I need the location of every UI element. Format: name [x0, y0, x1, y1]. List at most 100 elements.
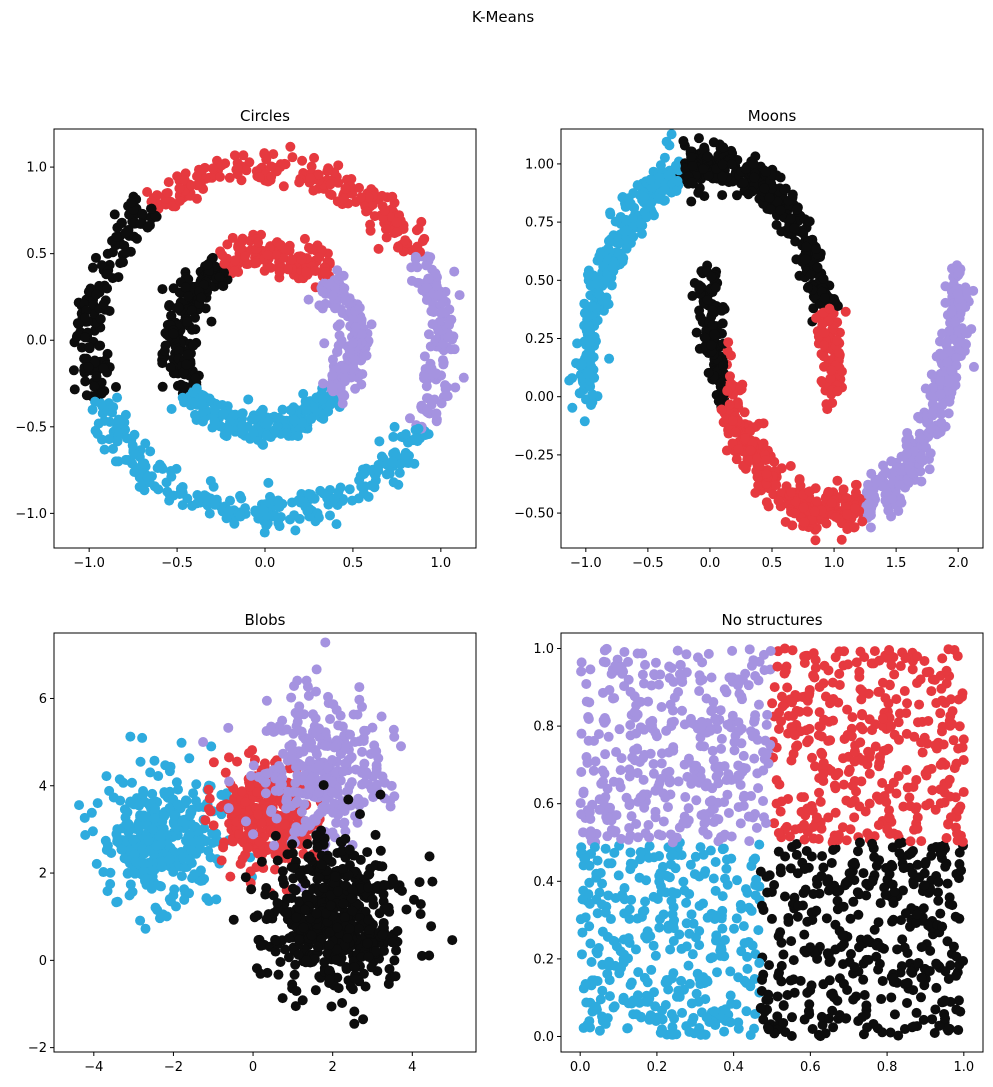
data-point-cluster-3	[110, 382, 121, 393]
data-point-cluster-2	[354, 682, 365, 693]
data-point-cluster-3	[785, 213, 796, 224]
data-point-cluster-3	[370, 829, 381, 840]
data-point-cluster-2	[235, 490, 246, 501]
data-point-cluster-2	[352, 709, 363, 720]
data-point-cluster-2	[621, 243, 632, 254]
data-point-cluster-0	[391, 227, 402, 238]
data-point-cluster-3	[165, 362, 176, 373]
data-point-cluster-0	[278, 181, 289, 192]
data-point-cluster-3	[325, 900, 336, 911]
data-point-cluster-2	[112, 436, 123, 447]
data-point-cluster-0	[115, 795, 126, 806]
data-point-cluster-3	[173, 302, 184, 313]
data-point-cluster-3	[272, 898, 283, 909]
data-point-cluster-0	[189, 869, 200, 880]
data-point-cluster-0	[771, 480, 782, 491]
data-point-cluster-2	[311, 664, 322, 675]
data-point-cluster-0	[150, 803, 161, 814]
x-tick-label: −1.0	[73, 556, 105, 571]
data-point-cluster-2	[266, 807, 277, 817]
data-point-cluster-3	[355, 854, 366, 865]
data-point-cluster-3	[377, 861, 388, 872]
data-point-cluster-3	[710, 282, 721, 293]
data-point-cluster-3	[294, 868, 305, 879]
data-point-cluster-0	[387, 191, 398, 202]
data-point-cluster-1	[906, 468, 917, 479]
data-point-cluster-1	[421, 282, 432, 293]
data-point-cluster-0	[739, 407, 750, 418]
data-point-cluster-0	[373, 243, 384, 254]
data-point-cluster-2	[603, 243, 614, 254]
data-point-cluster-0	[297, 155, 308, 166]
data-point-cluster-0	[833, 347, 844, 358]
data-point-cluster-0	[838, 484, 849, 495]
data-point-cluster-2	[139, 485, 150, 496]
data-point-cluster-3	[953, 995, 964, 1006]
data-point-cluster-1	[218, 842, 229, 853]
data-point-cluster-0	[340, 183, 351, 194]
data-point-cluster-0	[333, 177, 344, 188]
data-point-cluster-0	[191, 779, 202, 790]
data-point-cluster-2	[129, 449, 140, 460]
data-point-cluster-1	[232, 756, 243, 767]
data-point-cluster-1	[203, 803, 214, 814]
data-point-cluster-3	[362, 938, 373, 949]
data-point-cluster-2	[354, 694, 365, 705]
data-point-cluster-0	[400, 235, 411, 246]
data-point-cluster-3	[424, 851, 435, 862]
data-point-cluster-0	[179, 884, 190, 895]
data-point-cluster-2	[287, 754, 298, 765]
data-point-cluster-2	[643, 852, 654, 863]
data-point-cluster-1	[412, 262, 423, 273]
data-point-cluster-1	[366, 319, 377, 330]
data-point-cluster-1	[437, 307, 448, 318]
data-point-cluster-0	[849, 522, 860, 533]
data-point-cluster-1	[334, 330, 345, 341]
data-point-cluster-3	[364, 925, 375, 936]
data-point-cluster-3	[764, 192, 775, 203]
data-point-cluster-2	[584, 337, 595, 348]
data-point-cluster-3	[246, 884, 257, 895]
data-point-cluster-0	[723, 337, 734, 348]
data-point-cluster-0	[186, 845, 197, 856]
data-point-cluster-1	[200, 815, 211, 826]
data-point-cluster-0	[239, 251, 250, 262]
data-point-cluster-1	[337, 398, 348, 409]
data-point-cluster-2	[240, 816, 251, 827]
y-tick-label: 2	[39, 867, 47, 882]
data-point-cluster-0	[140, 874, 151, 885]
data-point-cluster-1	[458, 372, 469, 383]
data-point-cluster-2	[303, 690, 314, 701]
data-point-cluster-3	[935, 908, 946, 919]
data-point-cluster-1	[442, 391, 453, 402]
data-point-cluster-3	[716, 305, 727, 316]
data-point-cluster-0	[163, 177, 174, 188]
y-tick-label: −2	[28, 1041, 47, 1056]
data-point-cluster-3	[805, 269, 816, 280]
data-point-cluster-3	[80, 376, 91, 387]
data-point-cluster-0	[130, 868, 141, 879]
data-point-cluster-3	[812, 262, 823, 273]
data-point-cluster-2	[298, 388, 309, 399]
data-point-cluster-2	[248, 829, 259, 840]
data-point-cluster-2	[576, 359, 587, 370]
data-point-cluster-3	[318, 882, 329, 893]
data-point-cluster-0	[325, 179, 336, 190]
data-point-cluster-0	[278, 253, 289, 264]
data-point-cluster-3	[113, 272, 124, 283]
data-point-cluster-3	[102, 283, 113, 294]
data-point-cluster-2	[300, 396, 311, 407]
data-point-cluster-2	[304, 820, 315, 831]
data-point-cluster-2	[209, 499, 220, 510]
data-point-cluster-1	[749, 753, 760, 764]
data-point-cluster-0	[169, 810, 180, 821]
data-point-cluster-1	[332, 265, 343, 276]
data-point-cluster-1	[880, 466, 891, 477]
data-point-cluster-0	[380, 224, 391, 235]
data-point-cluster-3	[166, 310, 177, 321]
data-point-cluster-0	[251, 258, 262, 269]
data-point-cluster-2	[177, 392, 188, 403]
data-point-cluster-0	[201, 893, 212, 904]
data-point-cluster-3	[718, 142, 729, 153]
data-point-cluster-2	[113, 414, 124, 425]
